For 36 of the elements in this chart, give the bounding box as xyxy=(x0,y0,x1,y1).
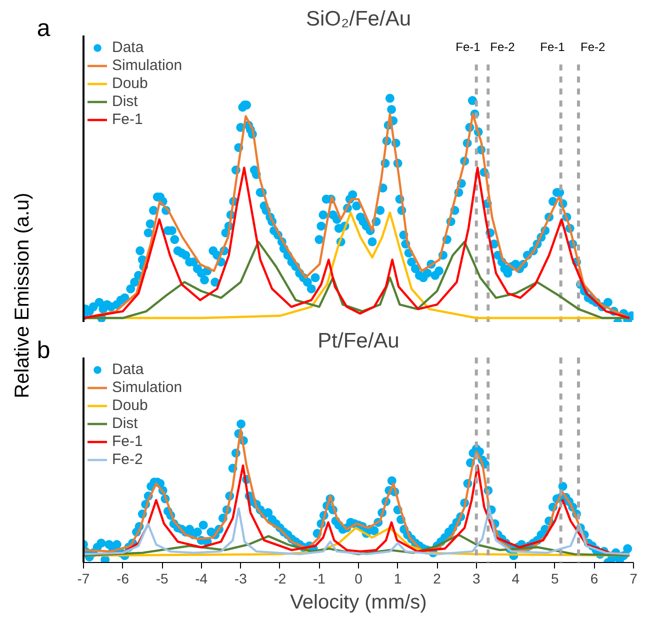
legend-label: Fe-2 xyxy=(112,451,143,468)
x-tick-label: 7 xyxy=(630,570,638,586)
ref-line-label: Fe-2 xyxy=(490,40,516,54)
x-tick-label: -4 xyxy=(195,570,208,586)
legend-label: Dist xyxy=(112,415,138,432)
x-tick-label: 4 xyxy=(512,570,520,586)
x-tick-label: -7 xyxy=(77,570,90,586)
legend-label: Doub xyxy=(112,397,148,414)
text: b xyxy=(36,337,50,364)
x-tick-label: -5 xyxy=(156,570,169,586)
ref-line-label: Fe-1 xyxy=(540,40,566,54)
legend-label: Fe-1 xyxy=(112,433,143,450)
legend-label: Doub xyxy=(112,75,148,92)
x-tick-label: 6 xyxy=(590,570,598,586)
x-axis-title: Velocity (mm/s) xyxy=(290,592,427,614)
x-tick-label: 5 xyxy=(551,570,560,586)
legend-label: Simulation xyxy=(112,379,182,396)
legend-label: Fe-1 xyxy=(112,111,143,128)
legend-label: Dist xyxy=(112,93,138,110)
x-tick-label: -1 xyxy=(312,570,326,586)
legend-label: Data xyxy=(112,39,144,56)
chart-title: Pt/Fe/Au xyxy=(318,330,400,352)
y-axis-title: Relative Emission (a.u) xyxy=(12,192,34,398)
legend-label: Data xyxy=(112,361,144,378)
ref-line-label: Fe-1 xyxy=(456,40,481,54)
x-tick-label: 2 xyxy=(433,570,442,586)
chart-title: SiO₂/Fe/Au xyxy=(306,8,412,30)
x-tick-label: 0 xyxy=(354,570,363,586)
x-tick-label: 1 xyxy=(394,570,402,586)
x-tick-label: -6 xyxy=(116,570,130,586)
x-tick-label: -2 xyxy=(274,570,286,586)
x-tick-label: -3 xyxy=(234,570,248,586)
text: a xyxy=(36,15,51,42)
x-tick-label: 3 xyxy=(472,570,480,586)
legend-label: Simulation xyxy=(112,57,182,74)
ref-line-label: Fe-2 xyxy=(580,40,606,54)
